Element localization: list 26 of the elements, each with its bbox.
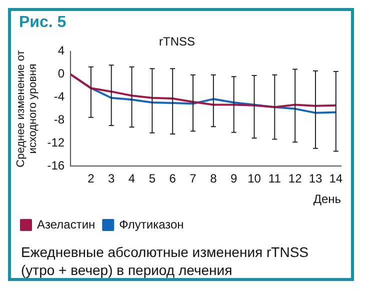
legend-label: Флутиказон <box>119 217 184 232</box>
legend-label: Азеластин <box>37 217 96 232</box>
y-tick-label: -12 <box>47 136 65 150</box>
x-tick-label: 13 <box>308 172 322 186</box>
x-tick-label: 12 <box>288 172 302 186</box>
x-tick-label: 7 <box>190 172 197 186</box>
x-tick-label: 4 <box>128 172 136 186</box>
y-tick-label: -16 <box>47 158 65 173</box>
x-axis-title: День <box>313 192 341 206</box>
x-tick-label: 3 <box>108 172 116 186</box>
y-tick-label: 4 <box>58 44 65 58</box>
x-tick-label: 11 <box>268 172 282 186</box>
x-tick-label: 10 <box>248 172 262 186</box>
y-tick-label: -4 <box>54 90 65 104</box>
x-tick-label: 5 <box>148 172 156 186</box>
x-tick-label: 14 <box>329 172 343 186</box>
y-axis-title: Среднее изменение от исходного уровня <box>15 50 40 168</box>
y-tick-label: -8 <box>54 112 65 127</box>
x-tick-label: 9 <box>230 172 238 186</box>
x-tick-label: 6 <box>169 172 176 186</box>
text: Ежедневные абсолютные изменения rTNSS (утро + вечер) в период лечения <box>21 243 310 279</box>
x-tick-label: 2 <box>88 172 95 186</box>
x-tick-label: 8 <box>210 172 218 186</box>
chart-title: rTNSS <box>159 34 195 49</box>
text: Рис. 5 <box>19 14 66 32</box>
y-tick-label: 0 <box>58 66 65 81</box>
